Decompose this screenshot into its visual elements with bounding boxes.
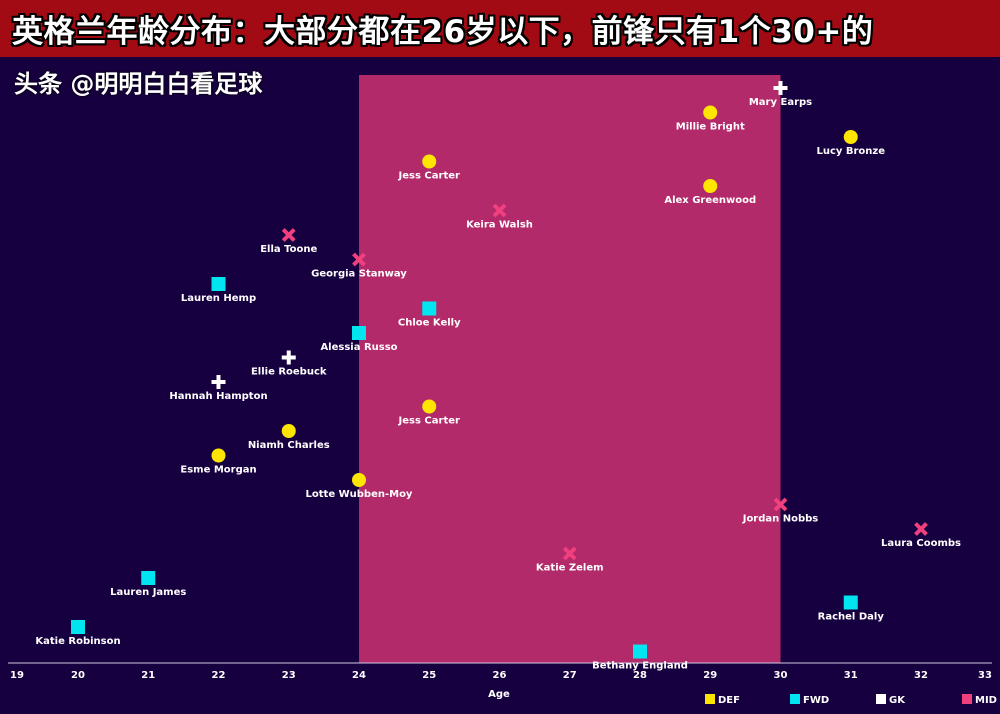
legend-swatch-def [705, 694, 715, 704]
age-scatter-chart: 19 20 21 22 23 24 25 26 27 28 29 30 31 32 33 Age Mary Ea… [8, 75, 997, 706]
point-label: Lauren James [110, 587, 186, 598]
x-tick-label: 20 [71, 670, 85, 681]
mid-marker [281, 228, 296, 242]
fwd-marker [141, 571, 156, 585]
x-tick-label: 31 [844, 670, 858, 681]
x-axis-title: Age [488, 689, 510, 700]
point-label: Rachel Daly [818, 612, 885, 623]
point-label: Lotte Wubben-Moy [306, 489, 413, 500]
def-marker [211, 448, 226, 463]
point-label: Lauren Hemp [181, 293, 256, 304]
x-tick-label: 21 [141, 670, 155, 681]
point-label: Laura Coombs [881, 538, 961, 549]
fwd-marker [843, 595, 858, 610]
legend-label-mid: MID [975, 695, 997, 706]
x-tick-label: 26 [493, 670, 507, 681]
watermark: 头条 @明明白白看足球 [14, 70, 263, 98]
point-label: Millie Bright [676, 122, 745, 133]
highlight-band [359, 75, 781, 663]
mid-marker [914, 522, 928, 536]
legend-swatch-fwd [790, 694, 800, 704]
x-tick-label: 27 [563, 670, 577, 681]
mid-marker [492, 203, 507, 218]
point-label: Niamh Charles [248, 440, 330, 451]
x-tick-label: 24 [352, 670, 366, 681]
point-label: Alex Greenwood [664, 195, 756, 206]
mid-marker [773, 497, 788, 512]
fwd-marker [352, 326, 366, 340]
legend-swatch-gk [876, 694, 886, 704]
fwd-marker [71, 620, 85, 634]
def-marker [281, 424, 296, 438]
x-tick-label: 23 [282, 670, 296, 681]
x-tick-label: 33 [978, 670, 992, 681]
point-label: Chloe Kelly [398, 318, 461, 329]
legend-label-fwd: FWD [803, 695, 829, 706]
gk-marker [773, 81, 788, 95]
point-label: Georgia Stanway [311, 269, 407, 280]
def-marker [843, 130, 858, 144]
def-marker [422, 154, 437, 169]
chart-title: 英格兰年龄分布：大部分都在26岁以下，前锋只有1个30+的 [12, 14, 874, 50]
point-label: Jess Carter [398, 416, 460, 427]
point-label: Esme Morgan [180, 465, 256, 476]
title-bar: 英格兰年龄分布：大部分都在26岁以下，前锋只有1个30+的 [0, 0, 1000, 57]
x-tick-label: 29 [703, 670, 717, 681]
def-marker [422, 399, 437, 414]
x-tick-label: 19 [10, 670, 24, 681]
fwd-marker [211, 277, 226, 291]
point-label: Ellie Roebuck [251, 367, 327, 378]
x-tick-label: 28 [633, 670, 647, 681]
mid-marker [352, 252, 366, 267]
x-tick-label: 30 [774, 670, 788, 681]
def-marker [703, 105, 718, 120]
point-label: Katie Robinson [35, 636, 120, 647]
legend-label-gk: GK [889, 695, 906, 706]
point-label: Hannah Hampton [169, 391, 267, 402]
gk-marker [281, 350, 296, 365]
def-marker [703, 179, 718, 193]
point-label: Jess Carter [398, 171, 460, 182]
point-label: Jordan Nobbs [742, 514, 819, 525]
point-label: Mary Earps [749, 97, 812, 108]
x-tick-label: 25 [422, 670, 436, 681]
point-label: Ella Toone [260, 244, 317, 255]
point-label: Keira Walsh [466, 220, 533, 231]
fwd-marker [633, 644, 647, 659]
legend-swatch-mid [962, 694, 972, 704]
point-label: Katie Zelem [536, 563, 604, 574]
gk-marker [211, 375, 226, 389]
x-tick-label: 32 [914, 670, 928, 681]
legend-label-def: DEF [718, 695, 740, 706]
def-marker [352, 473, 366, 487]
point-label: Bethany England [592, 661, 688, 672]
mid-marker [562, 546, 577, 561]
x-tick-label: 22 [212, 670, 226, 681]
fwd-marker [422, 301, 437, 316]
point-label: Lucy Bronze [816, 146, 885, 157]
point-label: Alessia Russo [320, 342, 397, 353]
